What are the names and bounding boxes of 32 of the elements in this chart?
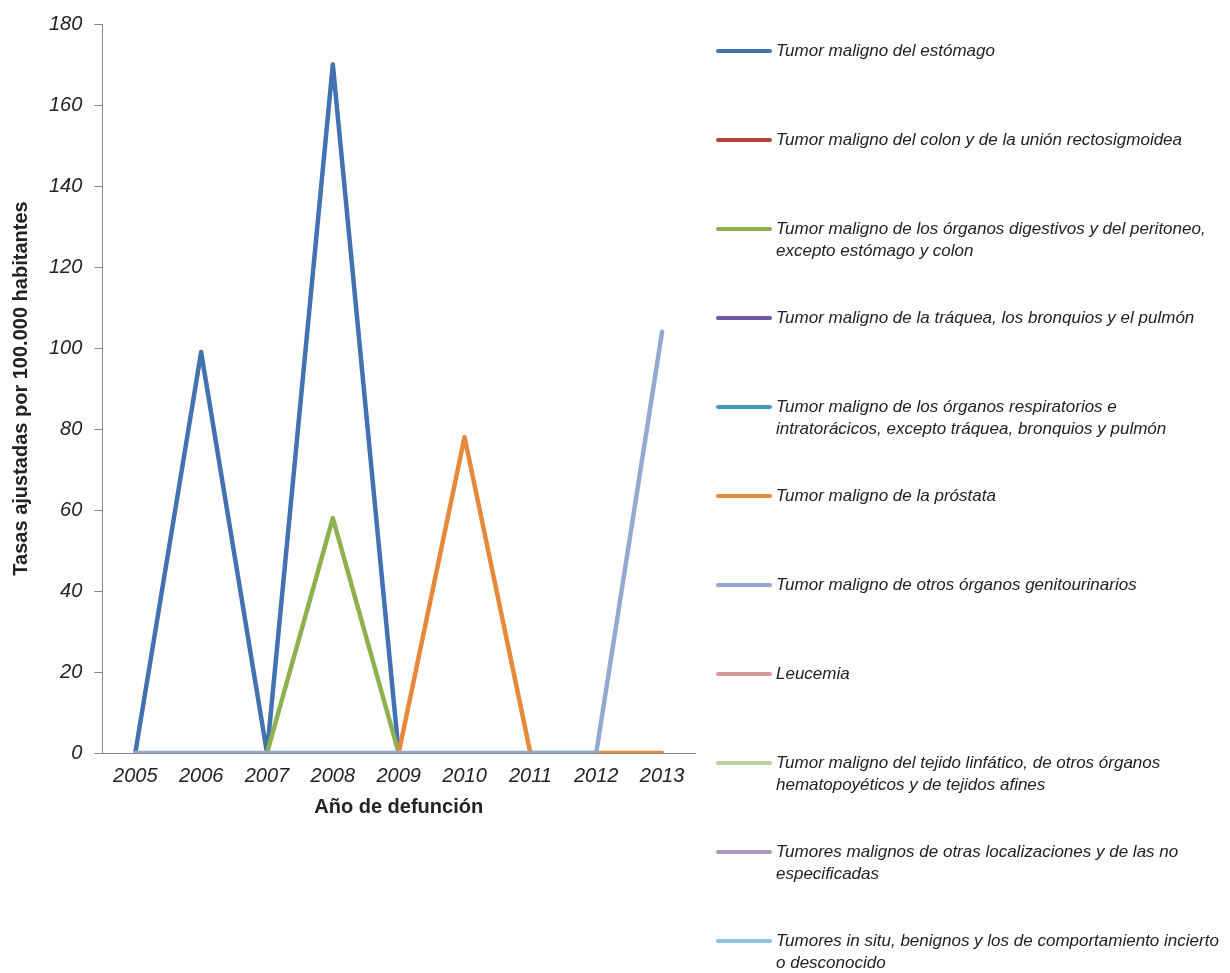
y-axis-title: Tasas ajustadas por 100.000 habitantes <box>8 201 31 576</box>
x-tick-label: 2012 <box>572 763 619 786</box>
y-tick-label: 160 <box>48 92 83 115</box>
legend-label: Tumores in situ, benignos y los de comportamiento incierto o desconocido <box>776 930 1220 973</box>
x-tick-label: 2007 <box>243 763 291 786</box>
legend-label: Leucemia <box>776 663 850 685</box>
legend-label: Tumor maligno de la próstata <box>776 485 996 507</box>
legend-label: Tumor maligno de la tráquea, los bronquios y el pulmón <box>776 307 1195 329</box>
x-tick-label: 2009 <box>375 763 421 786</box>
legend-label: Tumor maligno de otros órganos genitourinarios <box>776 574 1137 596</box>
y-tick-label: 100 <box>48 335 83 358</box>
y-tick-label: 0 <box>71 740 83 763</box>
x-axis-title: Año de defunción <box>314 794 484 817</box>
legend-label: Tumor maligno del estómago <box>776 40 995 62</box>
y-tick-label: 80 <box>60 416 83 439</box>
y-tick-label: 40 <box>60 578 83 601</box>
x-tick-label: 2011 <box>507 763 552 786</box>
y-tick-label: 180 <box>48 11 83 34</box>
y-tick-label: 140 <box>48 173 83 196</box>
legend-label: Tumores malignos de otras localizaciones y de las no especificadas <box>776 841 1180 885</box>
y-tick-label: 60 <box>60 497 83 520</box>
x-tick-label: 2010 <box>441 763 487 786</box>
legend-label: Tumor maligno del tejido linfático, de otros órganos hematopoyéticos y de tejidos afines <box>776 752 1162 796</box>
x-tick-label: 2008 <box>309 763 356 786</box>
legend-label: Tumor maligno de los órganos digestivos y del peritoneo, excepto estómago y colon <box>776 218 1207 262</box>
x-tick-label: 2005 <box>112 763 159 786</box>
y-tick-label: 20 <box>59 659 83 682</box>
legend-label: Tumor maligno de los órganos respiratorios e intratorácicos, excepto tráquea, bronquios y pulmón <box>776 396 1168 440</box>
legend-label: Tumor maligno del colon y de la unión rectosigmoidea <box>776 129 1183 151</box>
x-tick-label: 2013 <box>638 763 685 786</box>
y-tick-label: 120 <box>48 254 83 277</box>
x-tick-label: 2006 <box>177 763 225 786</box>
